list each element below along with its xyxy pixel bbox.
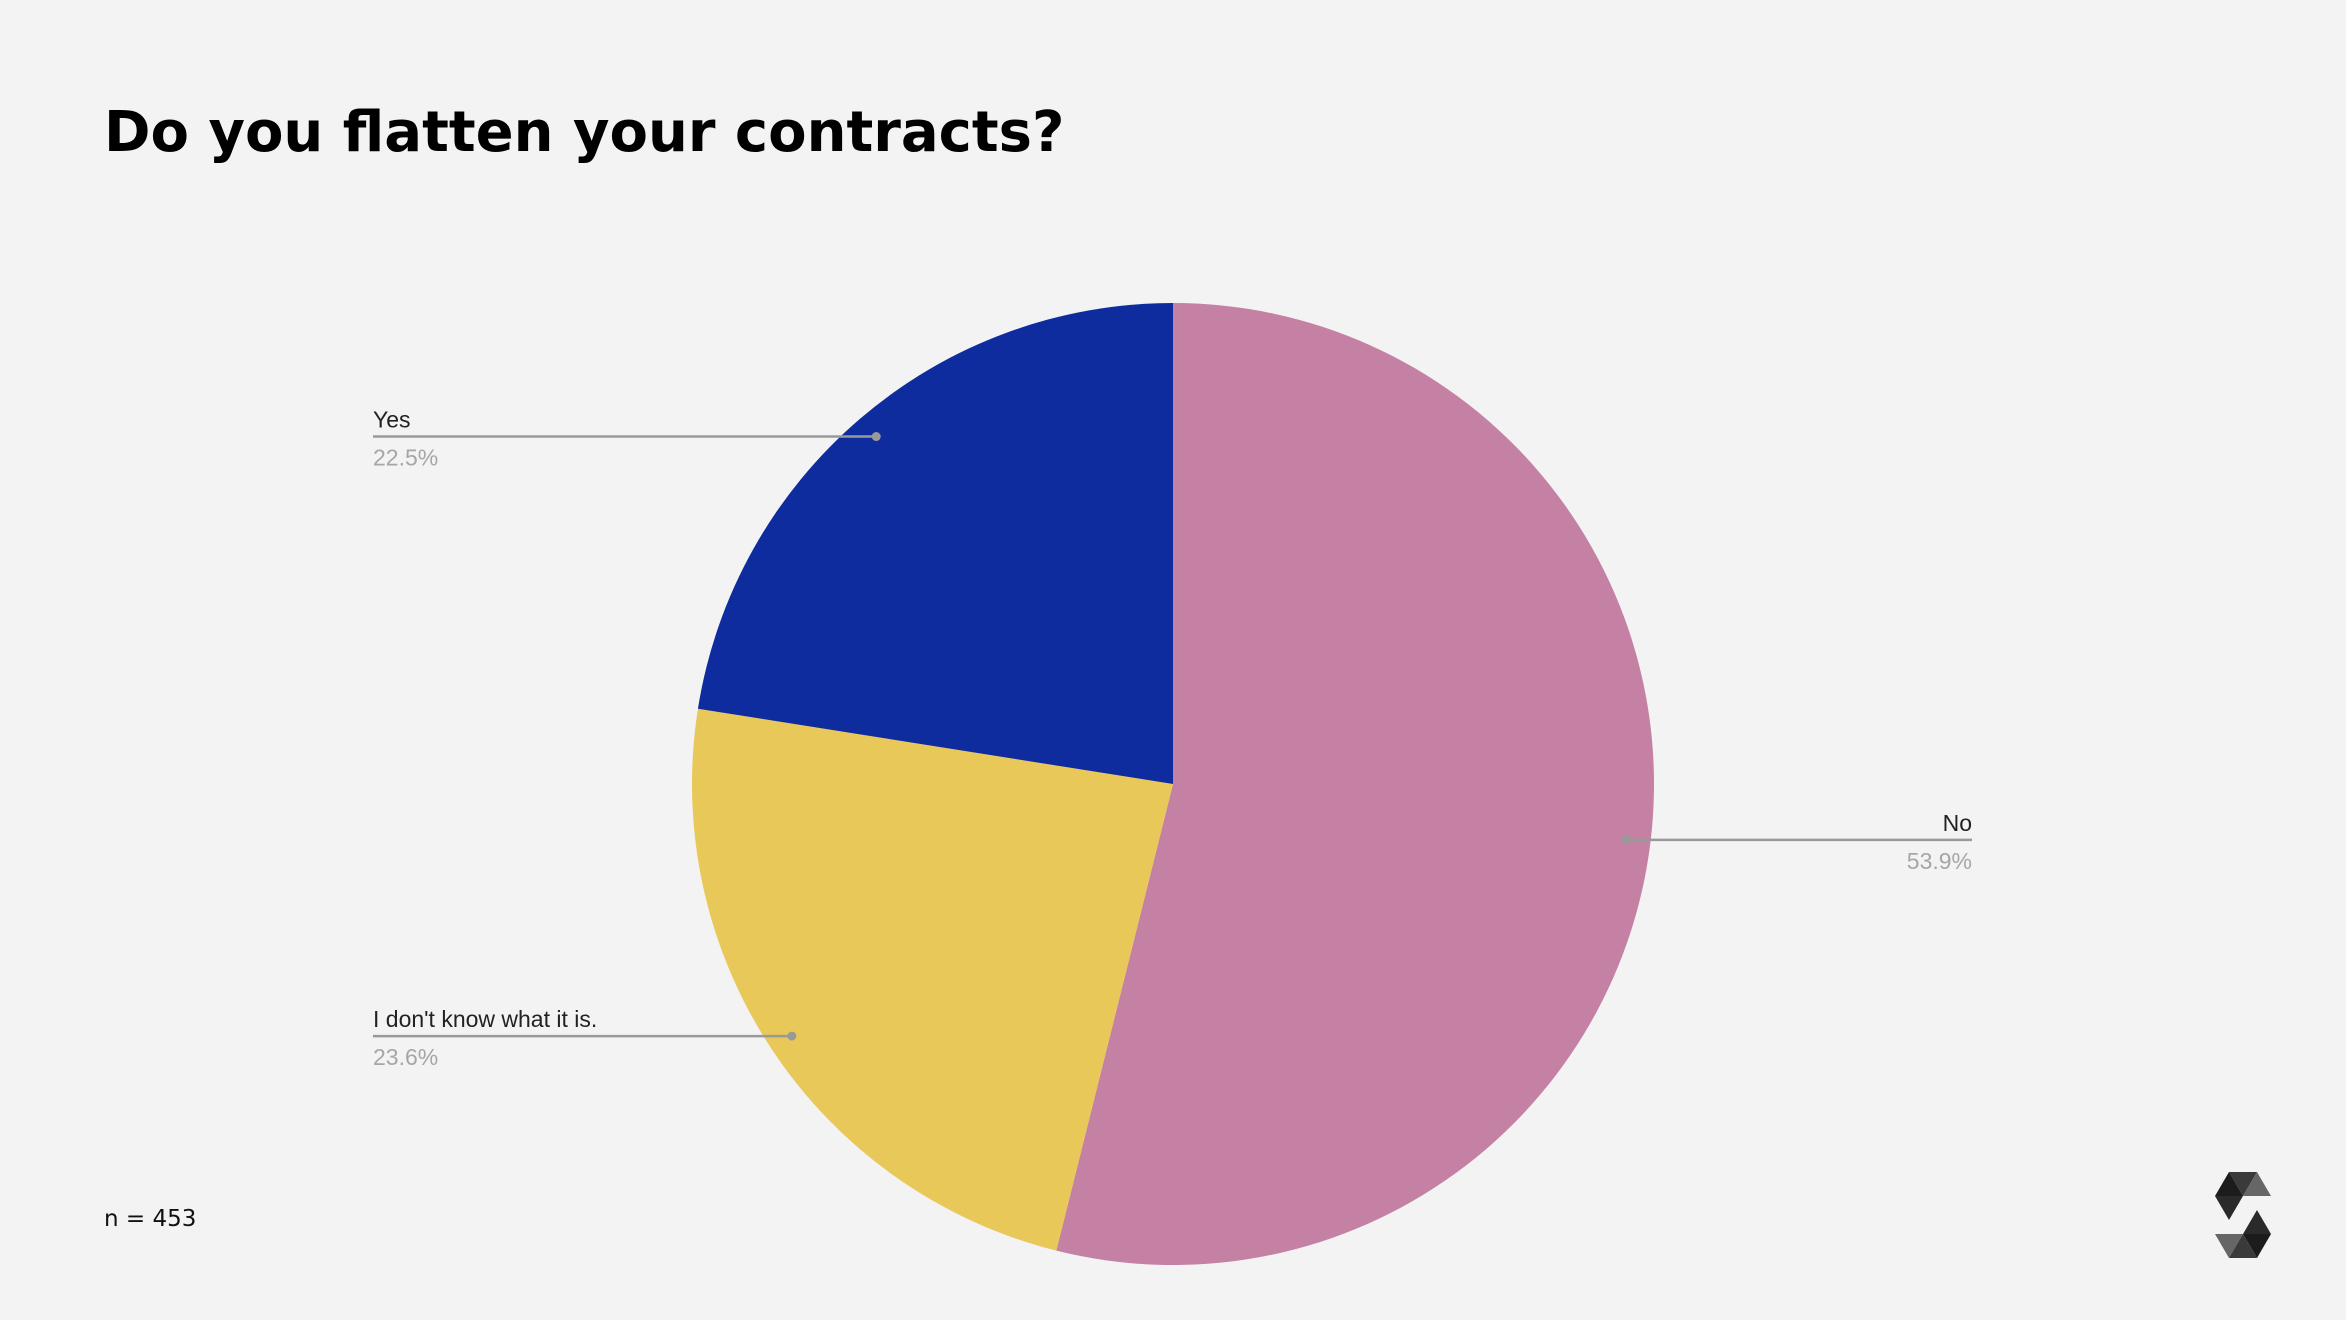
- leader-dot-1: [787, 1031, 797, 1041]
- slice-value-2: 22.5%: [373, 445, 438, 471]
- pie-slice-2: [697, 303, 1173, 784]
- solidity-logo: [2215, 1172, 2271, 1258]
- slice-label-0: No: [1943, 810, 1972, 836]
- pie-slice-1: [692, 708, 1173, 1251]
- pie-slice-0: [1056, 303, 1655, 1265]
- slice-label-1: I don't know what it is.: [373, 1006, 597, 1032]
- leader-dot-2: [871, 432, 881, 442]
- slice-value-0: 53.9%: [1907, 848, 1972, 874]
- slice-label-2: Yes: [373, 407, 411, 433]
- leader-dot-0: [1622, 835, 1632, 845]
- chart-title: Do you flatten your contracts?: [104, 100, 1065, 165]
- slice-value-1: 23.6%: [373, 1044, 438, 1070]
- sample-size-note: n = 453: [104, 1206, 197, 1232]
